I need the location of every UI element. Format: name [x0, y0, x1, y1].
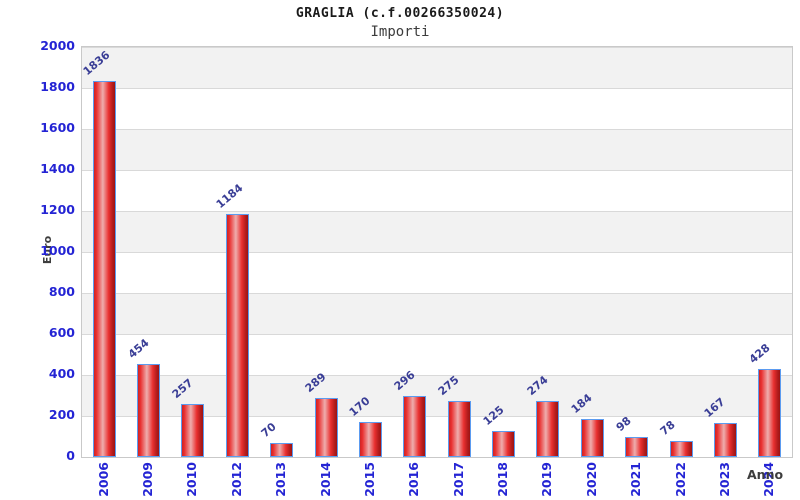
bar-value-label: 184: [568, 391, 595, 416]
bar-value-label: 78: [657, 418, 678, 438]
bar-2017: [447, 401, 471, 457]
x-tick-2013: 2013: [273, 462, 289, 497]
y-tick-1000: 1000: [40, 243, 75, 258]
x-tick-2010: 2010: [184, 462, 200, 497]
x-tick-2020: 2020: [583, 462, 599, 497]
x-tick-2017: 2017: [450, 462, 466, 497]
chart-title: GRAGLIA (c.f.00266350024): [295, 6, 505, 21]
bar-value-label: 98: [613, 414, 634, 434]
plot-area: 1836 454 257 1184 70 289 170 296 275 125 274 184 98 7…: [81, 46, 793, 458]
bar-value-label: 167: [702, 395, 728, 420]
x-tick-2021: 2021: [628, 462, 644, 497]
y-tick-1800: 1800: [40, 79, 75, 94]
x-tick-2014: 2014: [317, 462, 333, 497]
bar-2024: [758, 369, 782, 457]
y-tick-1600: 1600: [40, 120, 75, 135]
y-tick-600: 600: [48, 325, 75, 340]
bar-2021: [625, 437, 649, 457]
bar-value-label: 296: [391, 368, 418, 393]
y-tick-200: 200: [48, 407, 75, 422]
x-axis-label: Anno: [747, 467, 784, 482]
y-tick-2000: 2000: [40, 38, 75, 53]
y-tick-0: 0: [66, 448, 75, 463]
bar-value-label: 289: [302, 370, 329, 395]
y-tick-1400: 1400: [40, 161, 75, 176]
bar-2009: [137, 364, 161, 457]
bar-2015: [358, 422, 382, 457]
y-tick-1200: 1200: [40, 202, 75, 217]
x-tick-2019: 2019: [539, 462, 555, 497]
bar-value-label: 454: [125, 336, 152, 361]
x-tick-2022: 2022: [672, 462, 688, 497]
bar-value-label: 70: [258, 420, 279, 440]
bar-2016: [403, 396, 427, 457]
bar-2010: [181, 404, 205, 457]
bar-2020: [580, 419, 604, 457]
chart-subtitle: Importi: [370, 24, 430, 40]
x-tick-2018: 2018: [495, 462, 511, 497]
bar-2022: [669, 441, 693, 457]
bar-2014: [314, 398, 338, 457]
bar-2006: [92, 81, 116, 457]
y-tick-400: 400: [48, 366, 75, 381]
bar-value-label: 1184: [213, 181, 246, 211]
y-tick-800: 800: [48, 284, 75, 299]
bar-value-label: 170: [347, 394, 373, 419]
bar-value-label: 1836: [80, 48, 113, 78]
bar-2012: [225, 214, 249, 457]
bar-value-label: 275: [435, 373, 462, 398]
x-tick-2015: 2015: [361, 462, 377, 497]
x-tick-2009: 2009: [140, 462, 156, 497]
x-tick-2023: 2023: [716, 462, 732, 497]
bar-value-label: 257: [169, 376, 196, 401]
bar-2019: [536, 401, 560, 457]
y-axis-ticks: 0 200 400 600 800 1000 1200 1400 1600 1800 2000: [0, 0, 75, 500]
bar-value-label: 125: [480, 403, 507, 428]
x-tick-2012: 2012: [228, 462, 244, 497]
x-tick-2006: 2006: [95, 462, 111, 497]
bar-value-label: 428: [746, 341, 773, 366]
bar-2013: [270, 443, 294, 457]
x-tick-2016: 2016: [406, 462, 422, 497]
bar-2023: [713, 423, 737, 457]
bar-value-label: 274: [524, 373, 551, 398]
bar-2018: [492, 431, 516, 457]
